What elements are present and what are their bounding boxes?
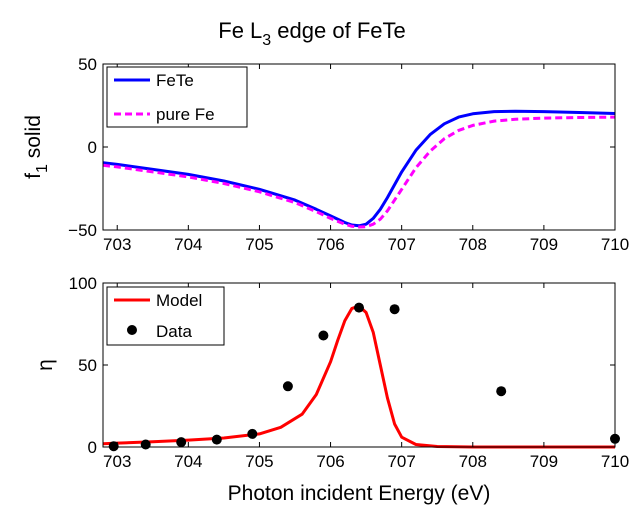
y-tick-label: 0	[88, 138, 97, 157]
data-point-data	[211, 434, 222, 445]
data-point-data	[318, 330, 329, 341]
data-point-data	[108, 441, 119, 452]
series-line-pure-fe	[102, 115, 616, 229]
bottom-legend-box	[106, 286, 225, 346]
x-tick-label: 708	[459, 452, 487, 471]
y-tick-label: 50	[78, 356, 97, 375]
x-tick-label: 703	[103, 452, 131, 471]
bottom-panel: 703 704 705 706 707 708 709 710 100 50 0 η Photon…	[34, 274, 629, 505]
x-tick-label: 706	[316, 235, 344, 254]
bottom-legend: Model Data	[106, 286, 225, 346]
top-legend: FeTe pure Fe	[106, 66, 248, 128]
data-point-data	[247, 428, 258, 439]
x-tick-label: 709	[530, 452, 558, 471]
x-tick-label: 704	[174, 452, 202, 471]
x-tick-label: 707	[387, 235, 415, 254]
x-tick-label: 709	[530, 235, 558, 254]
bottom-series-group	[102, 302, 620, 452]
top-legend-box	[106, 66, 248, 128]
top-series-group	[102, 109, 616, 229]
figure-title: Fe L3 edge of FeTe	[218, 18, 405, 49]
legend-label-fete: FeTe	[156, 71, 194, 90]
data-point-data	[354, 302, 364, 313]
x-tick-label: 705	[245, 452, 273, 471]
legend-label-model: Model	[156, 291, 202, 310]
top-panel: 703 704 705 706 707 708 709 710 50 0 −50 f1 solid…	[22, 55, 629, 254]
legend-label-data: Data	[156, 322, 192, 341]
y-tick-label: 0	[88, 438, 97, 457]
y-tick-label: −50	[68, 221, 97, 240]
x-tick-label: 707	[387, 452, 415, 471]
x-tick-label: 710	[601, 452, 629, 471]
data-point-data	[389, 304, 400, 315]
data-point-data	[496, 386, 507, 397]
x-tick-label: 703	[103, 235, 131, 254]
top-y-ticks: 50 0 −50	[68, 55, 615, 240]
data-point-data	[282, 381, 293, 392]
series-line-model	[102, 304, 615, 449]
x-tick-label: 706	[316, 452, 344, 471]
bottom-y-ticks: 100 50 0	[69, 274, 615, 457]
legend-label-pure-fe: pure Fe	[156, 105, 215, 124]
x-axis-label: Photon incident Energy (eV)	[228, 482, 491, 505]
y-tick-label: 50	[78, 55, 97, 74]
top-x-ticks: 703 704 705 706 707 708 709 710	[103, 64, 629, 254]
legend-swatch-data	[127, 325, 137, 335]
top-y-axis-label: f1 solid	[22, 115, 51, 179]
bottom-x-ticks: 703 704 705 706 707 708 709 710	[103, 283, 629, 471]
x-tick-label: 704	[174, 235, 202, 254]
data-point-data	[140, 439, 151, 450]
x-tick-label: 708	[459, 235, 487, 254]
bottom-y-axis-label: η	[34, 359, 57, 371]
x-tick-label: 710	[601, 235, 629, 254]
x-tick-label: 705	[245, 235, 273, 254]
series-line-fete	[102, 109, 616, 228]
data-point-data	[176, 437, 187, 448]
y-tick-label: 100	[69, 274, 97, 293]
